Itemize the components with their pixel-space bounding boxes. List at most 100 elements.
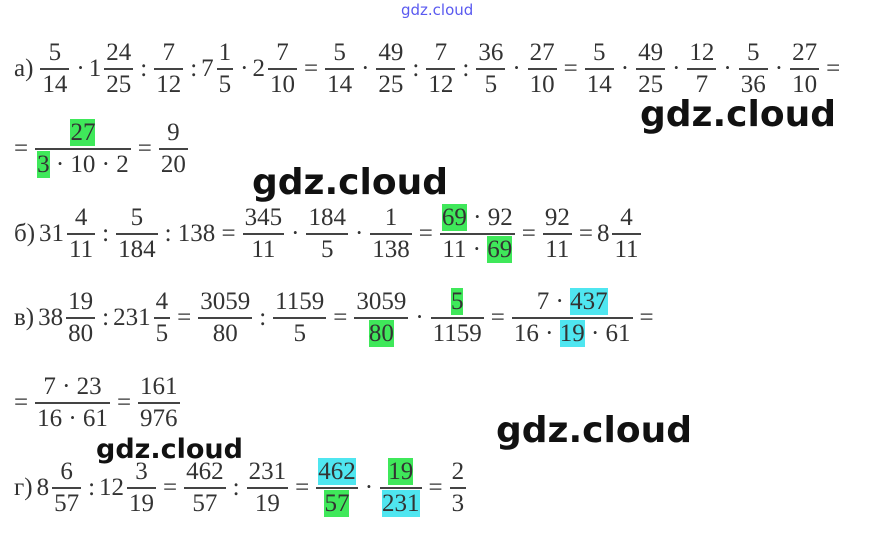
denominator: 11 · 69 [440, 235, 514, 265]
fraction-bar [158, 148, 188, 150]
denominator: 16 · 19 · 61 [512, 319, 633, 349]
denominator: 16 · 61 [37, 404, 108, 432]
fraction-bar [380, 487, 422, 489]
operator-text: · [76, 54, 85, 82]
fraction-bar [184, 487, 226, 489]
mixed-number: 8 6 57 [37, 457, 85, 519]
factor: · 61 [584, 319, 631, 347]
fraction: 7 · 23 16 · 61 [32, 372, 113, 434]
fraction-bar [104, 68, 134, 70]
whole-part: 8 [596, 219, 610, 247]
fraction: 7 12 [423, 38, 458, 100]
denominator: 976 [140, 404, 178, 432]
fraction-bar [267, 68, 297, 70]
denominator: 25 [106, 70, 132, 98]
fraction-bar [246, 487, 289, 489]
fraction-bar [67, 233, 96, 235]
fraction-bar [138, 402, 180, 404]
denominator: 25 [638, 70, 664, 98]
numerator: 6 [60, 458, 73, 485]
denominator: 5 [484, 70, 498, 98]
denominator: 11 [614, 235, 639, 263]
watermark: gdz.cloud [640, 94, 836, 135]
line-a-cont: = 27 3 · 10 · 2 = 9 20 [10, 118, 191, 180]
fraction-bar [511, 317, 633, 319]
operator-text: = [418, 219, 433, 247]
numerator: 1159 [275, 288, 325, 315]
operator-text: : [232, 473, 240, 501]
operator-text: = [333, 303, 348, 331]
denominator: 3 [451, 489, 465, 517]
operator-text: = [303, 54, 319, 82]
numerator: 49 [638, 39, 664, 66]
denominator: 10 [792, 70, 818, 98]
numerator: 231 [248, 458, 287, 485]
numerator: 24 [106, 39, 132, 66]
operator-text: · [415, 303, 424, 331]
numerator: 27 [68, 118, 97, 148]
fraction: 27 3 · 10 · 2 [32, 118, 134, 180]
operator-text: = [639, 303, 654, 331]
fraction-bar [376, 68, 406, 70]
fraction: 24 25 [101, 38, 136, 100]
factor: · 10 · 2 [49, 150, 129, 178]
fraction: 184 5 [303, 203, 351, 265]
numerator: 5 [747, 39, 760, 66]
denominator: 231 [380, 489, 422, 519]
fraction-bar [242, 233, 285, 235]
denominator: 36 [740, 70, 766, 98]
watermark-top: gdz.cloud [401, 1, 474, 19]
fraction: 3059 80 [351, 287, 411, 349]
numerator: 69 · 92 [440, 203, 515, 233]
operator-text: : [190, 54, 198, 82]
fraction-bar [687, 68, 717, 70]
denominator: 11 [69, 235, 94, 263]
fraction: 345 11 [240, 203, 288, 265]
numerator: 4 [620, 204, 633, 231]
denominator: 7 [695, 70, 709, 98]
fraction-bar [636, 68, 666, 70]
highlighted-factor: 5 [450, 288, 464, 315]
fraction: 9 20 [156, 118, 191, 180]
numerator: 27 [529, 39, 555, 66]
operator-text: · [291, 219, 300, 247]
denominator: 25 [378, 70, 404, 98]
fraction-bar [354, 317, 409, 319]
operator-text: : [102, 219, 110, 247]
whole-part: 1 [88, 54, 102, 82]
fraction-bar [216, 68, 234, 70]
fraction-bar [542, 233, 572, 235]
denominator: 184 [118, 235, 156, 263]
numerator: 1 [384, 204, 398, 231]
fraction-bar [527, 68, 557, 70]
operator-text: = [428, 473, 443, 501]
fraction-bar [273, 317, 327, 319]
denominator: 57 [322, 489, 351, 519]
numerator: 9 [167, 119, 180, 146]
operator-text: · [672, 54, 681, 82]
operator-text: = [14, 134, 29, 162]
fraction-bar [325, 68, 355, 70]
numerator: 5 [130, 204, 144, 231]
fraction: 5 14 [582, 38, 617, 100]
denominator: 57 [54, 489, 80, 517]
highlighted-factor: 462 [318, 458, 356, 485]
highlighted-factor: 3 [37, 150, 50, 178]
numerator: 1 [218, 39, 232, 66]
operator-text: · [354, 219, 364, 247]
fraction-bar [439, 233, 515, 235]
operator-text: : [412, 54, 420, 82]
denominator: 10 [269, 70, 295, 98]
numerator: 49 [378, 39, 404, 66]
denominator: 14 [327, 70, 353, 98]
fraction-bar [612, 233, 641, 235]
numerator: 4 [74, 204, 88, 231]
operator-text: = [490, 303, 505, 331]
fraction: 4 11 [609, 203, 643, 265]
numerator: 462 [316, 457, 358, 487]
highlighted-factor: 27 [70, 119, 96, 146]
fraction: 19 231 [377, 457, 425, 519]
fraction-bar [40, 68, 70, 70]
